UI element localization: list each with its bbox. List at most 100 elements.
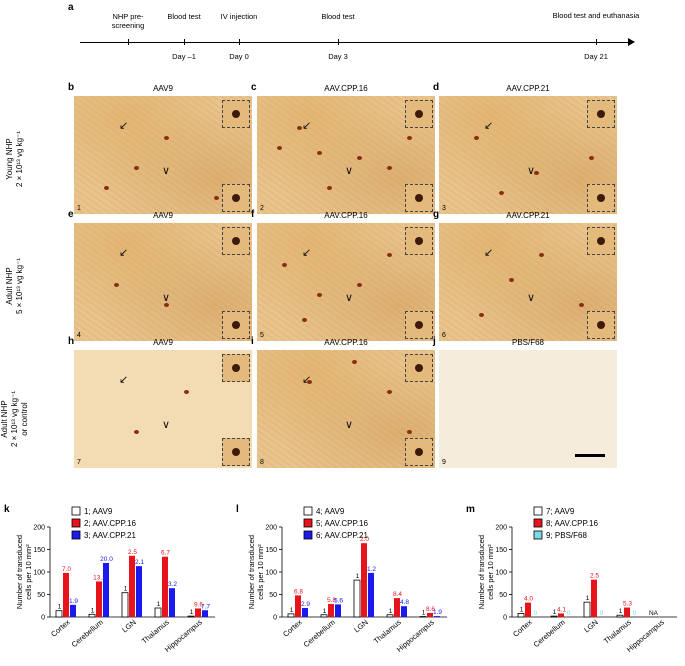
inset-neuron <box>222 354 250 382</box>
x-tick-label: Cerebellum <box>70 618 105 650</box>
inset-astrocyte <box>587 311 615 339</box>
bar <box>302 608 308 617</box>
inset-neuron <box>587 227 615 255</box>
timeline-tick <box>596 39 597 45</box>
panel-number: 6 <box>442 332 446 339</box>
bar <box>129 555 135 617</box>
inset-cell <box>597 321 605 329</box>
bar <box>96 581 102 617</box>
inset-astrocyte <box>405 184 433 212</box>
inset-cell <box>415 194 423 202</box>
inset-cell <box>415 364 423 372</box>
bar-label: 1 <box>323 608 327 615</box>
legend-label: 3; AAV.CPP.21 <box>84 531 136 540</box>
y-tick-label: 0 <box>503 615 507 622</box>
panel-letter-d: d <box>433 82 440 93</box>
panel-letter-f: f <box>251 209 255 220</box>
bar-label: 8.4 <box>393 591 402 598</box>
panel-letter: l <box>236 504 239 515</box>
bar <box>517 613 525 618</box>
bar <box>187 615 195 618</box>
panel-title: AAV.CPP.21 <box>506 211 550 220</box>
stained-cell <box>407 136 412 140</box>
timeline-tick <box>184 39 185 45</box>
inset-cell <box>597 237 605 245</box>
stained-cell <box>134 430 139 434</box>
bar-label: 7.0 <box>62 566 71 573</box>
bar-label: 2.0 <box>360 536 369 543</box>
timeline-axis <box>80 42 628 43</box>
timeline-day-label: Day 0 <box>229 52 249 61</box>
panel-letter-i: i <box>251 336 254 347</box>
bar <box>624 607 630 617</box>
bar <box>550 615 558 618</box>
y-axis-label: Number of transducedcells per 10 mm² <box>477 535 495 609</box>
bar-label: 1 <box>190 609 194 616</box>
timeline-event-label: Blood test <box>167 12 201 21</box>
stained-cell <box>184 390 189 394</box>
bar <box>88 613 96 618</box>
y-axis-label-line: Number of transduced <box>15 535 24 609</box>
panel-number: 2 <box>260 205 264 212</box>
stained-cell <box>134 166 139 170</box>
legend-swatch <box>71 530 81 540</box>
bar <box>169 588 175 617</box>
panel-letter-a: a <box>68 2 74 13</box>
inset-cell <box>232 194 240 202</box>
bar-label: 1 <box>619 608 623 615</box>
stained-cell <box>357 283 362 287</box>
bar-label: 1 <box>520 606 524 613</box>
y-tick-label: 150 <box>265 547 277 554</box>
micrograph-image: ↙ ∨ 6 <box>439 223 617 341</box>
legend-swatch <box>303 506 313 516</box>
x-tick-label: Thalamus <box>140 617 171 645</box>
legend-label: 4; AAV9 <box>316 507 345 516</box>
bar <box>195 608 201 617</box>
x-tick-label: Cerebellum <box>302 618 337 650</box>
stained-cell <box>387 390 392 394</box>
y-tick-label: 200 <box>495 525 507 532</box>
bar-label: 1 <box>553 609 557 616</box>
bar-label: 2.5 <box>590 573 599 580</box>
stained-cell <box>387 166 392 170</box>
inset-astrocyte <box>222 438 250 466</box>
inset-neuron <box>405 100 433 128</box>
stained-cell <box>352 360 357 364</box>
timeline-day-label: Day 3 <box>328 52 348 61</box>
scale-bar <box>575 454 605 457</box>
bar-label: 1 <box>157 601 161 608</box>
bar-label: 1 <box>290 607 294 614</box>
arrowhead-icon: ∨ <box>527 165 536 177</box>
panel-title: PBS/F68 <box>511 338 544 347</box>
timeline-day-label: Day –1 <box>172 52 196 61</box>
bar <box>394 598 400 617</box>
y-axis-label: Number of transducedcells per 10 mm² <box>247 535 265 609</box>
y-axis-label: Number of transducedcells per 10 mm² <box>15 535 33 609</box>
timeline-tick <box>338 39 339 45</box>
inset-neuron <box>587 100 615 128</box>
bar-label: 1.9 <box>433 609 442 616</box>
bar-label: 5.3 <box>623 601 632 608</box>
arrow-icon: ↙ <box>119 247 129 259</box>
stained-cell <box>589 156 594 160</box>
stained-cell <box>302 318 307 322</box>
y-tick-label: 100 <box>495 570 507 577</box>
timeline-event-label: Blood test <box>321 12 355 21</box>
x-tick-label: Cortex <box>49 617 72 638</box>
chart-svg: m Number of transducedcells per 10 mm² 0 50… <box>466 504 677 654</box>
x-tick-label: Thalamus <box>602 617 633 645</box>
bar-label: 1 <box>58 604 62 611</box>
y-tick-label: 150 <box>33 547 45 554</box>
legend-label: 8; AAV.CPP.16 <box>546 519 598 528</box>
stained-cell <box>214 196 219 200</box>
bar <box>202 610 208 617</box>
panel-letter: k <box>4 504 10 515</box>
bar-label: 1 <box>124 586 128 593</box>
inset-astrocyte <box>222 184 250 212</box>
bar-label: 1 <box>389 608 393 615</box>
panel-number: 1 <box>77 205 81 212</box>
panel-letter-j: j <box>433 336 436 347</box>
y-tick-label: 200 <box>265 525 277 532</box>
inset-cell <box>232 448 240 456</box>
panel-number: 3 <box>442 205 446 212</box>
